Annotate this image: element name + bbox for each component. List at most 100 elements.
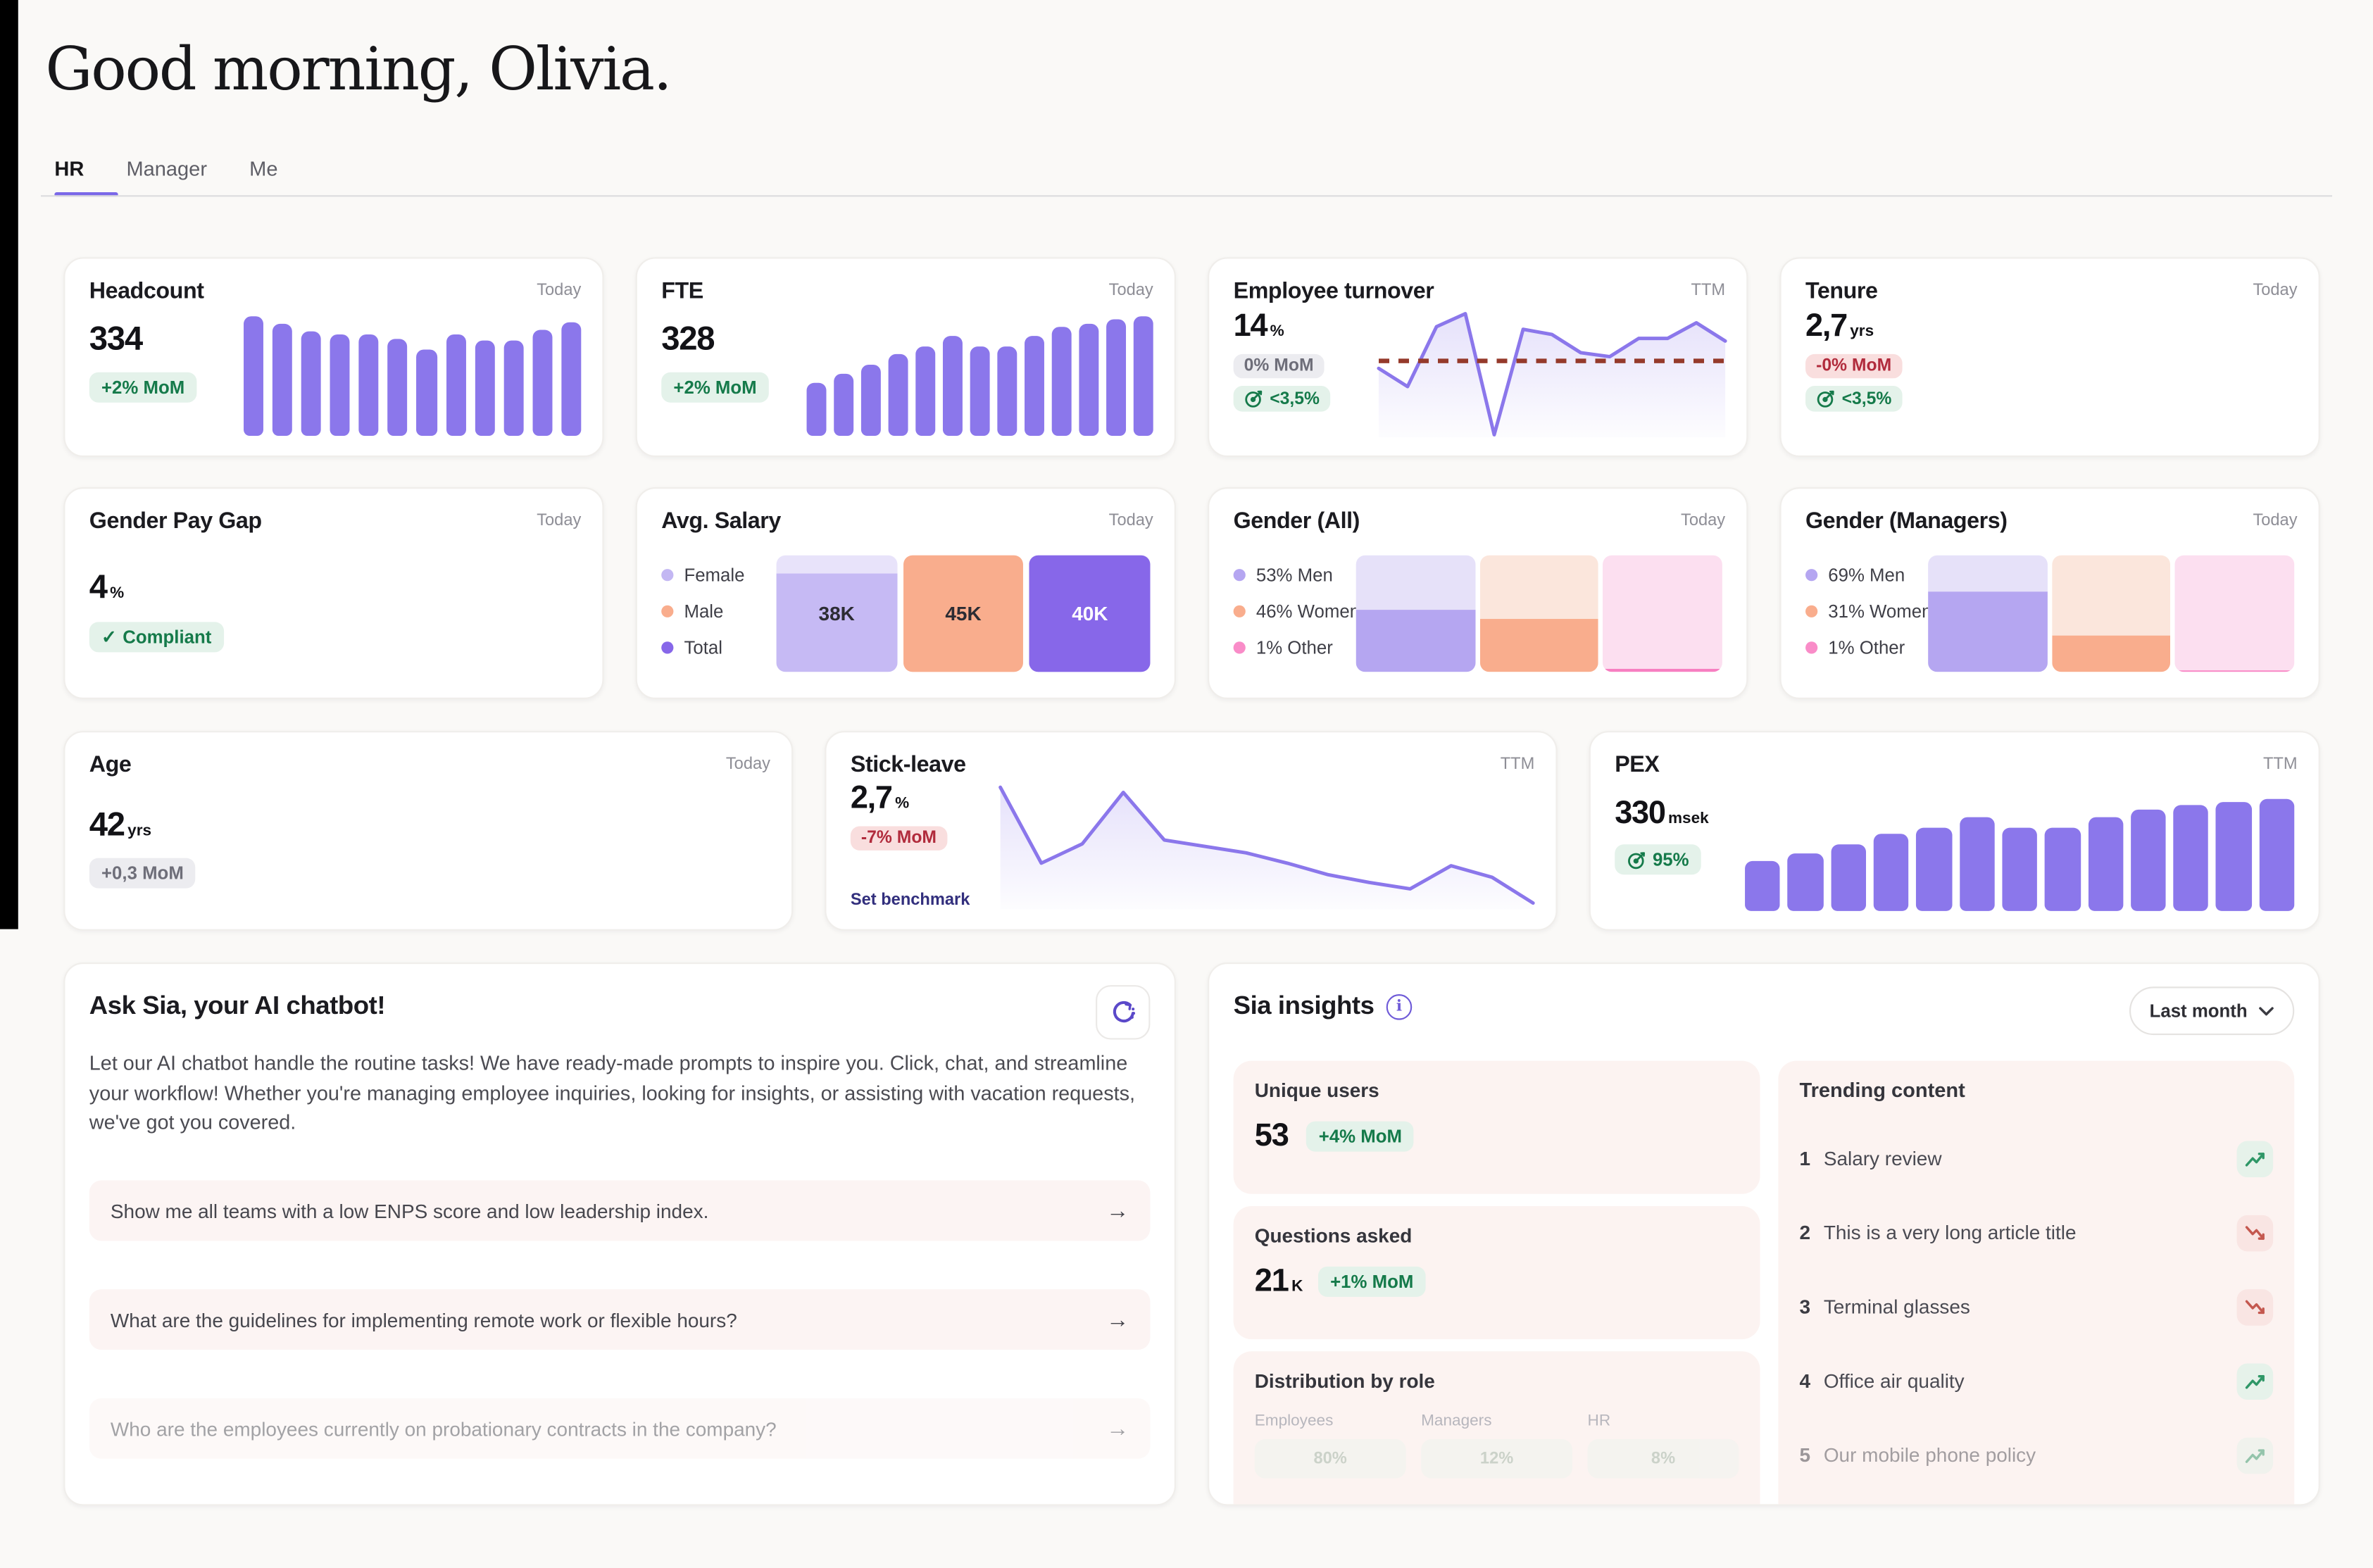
kpi-value: 4%	[89, 567, 125, 606]
legend-label: Total	[684, 636, 722, 658]
trending-item[interactable]: 1 Salary review	[1799, 1122, 2274, 1196]
info-icon[interactable]: i	[1386, 993, 1413, 1020]
bar	[446, 334, 466, 436]
bar	[2087, 817, 2123, 911]
column-label: 38K	[818, 602, 855, 625]
trending-item[interactable]: 4 Office air quality	[1799, 1344, 2274, 1418]
gender-managers-chart	[1928, 555, 2295, 672]
sia-spinner-icon	[1112, 1000, 1134, 1022]
legend-item: 53% Men	[1233, 565, 1360, 586]
legend-label: Male	[684, 601, 724, 622]
column	[1603, 555, 1722, 672]
gender-all-chart	[1355, 555, 1722, 672]
column-fill	[776, 574, 897, 672]
card-period: Today	[2253, 511, 2298, 530]
sia-prompt[interactable]: What are the guidelines for implementing…	[89, 1289, 1151, 1350]
target-badge: <3,5%	[1233, 386, 1331, 412]
bar	[330, 334, 351, 436]
gender-all-card: Gender (All) Today 53% Men 46% Women 1% Oth…	[1208, 487, 1748, 699]
trending-item[interactable]: 3 Terminal glasses	[1799, 1269, 2274, 1343]
bar	[2216, 802, 2252, 911]
legend-dot-icon	[1805, 641, 1818, 654]
column-fill	[1029, 555, 1151, 672]
target-icon	[1817, 390, 1834, 408]
column	[1479, 555, 1599, 672]
bar	[1106, 320, 1127, 436]
bar	[1916, 827, 1952, 911]
trending-label: Our mobile phone policy	[1823, 1443, 2036, 1467]
tab-manager[interactable]: Manager	[126, 157, 208, 180]
card-title: Avg. Salary	[661, 508, 781, 534]
column-fill	[2051, 635, 2171, 672]
bar	[503, 340, 524, 436]
distribution-labels: Employees Managers HR	[1255, 1412, 1739, 1430]
kpi-value: 2,7 yrs	[1805, 308, 1874, 344]
card-period: Today	[537, 281, 582, 300]
legend-dot-icon	[1233, 605, 1246, 617]
legend-item: 46% Women	[1233, 601, 1360, 622]
stat-label: Unique users	[1254, 1079, 1379, 1102]
trending-label: Terminal glasses	[1823, 1295, 1970, 1318]
column: 38K	[776, 555, 897, 672]
sia-prompt[interactable]: Who are the employees currently on proba…	[89, 1398, 1151, 1459]
kpi-value: 42 yrs	[89, 805, 152, 843]
legend-dot-icon	[661, 641, 674, 654]
tab-bar: HR Manager Me	[54, 158, 277, 180]
trending-title: Trending content	[1799, 1079, 1965, 1102]
headcount-bar-chart	[244, 316, 582, 436]
mom-badge: +2% MoM	[661, 372, 769, 403]
bar	[2045, 827, 2081, 911]
gender-managers-card: Gender (Managers) Today 69% Men 31% Women 1…	[1779, 487, 2320, 699]
column: 45K	[903, 555, 1024, 672]
active-tab-underline	[54, 192, 118, 197]
bar	[860, 364, 881, 436]
legend-dot-icon	[661, 569, 674, 582]
card-title: Headcount	[89, 278, 204, 304]
bar	[888, 353, 908, 436]
column-fill	[1603, 669, 1722, 672]
legend-item: 31% Women	[1805, 601, 1931, 622]
target-badge: 95%	[1615, 844, 1701, 875]
avg-salary-chart: 38K 45K 40K	[776, 555, 1151, 672]
mom-badge: 0% MoM	[1233, 353, 1325, 379]
set-benchmark-link[interactable]: Set benchmark	[850, 891, 970, 910]
bar	[2173, 805, 2209, 911]
column	[2051, 555, 2171, 672]
card-period: Today	[725, 755, 770, 774]
trending-item[interactable]: 5 Our mobile phone policy	[1799, 1418, 2274, 1492]
column-fill	[1479, 618, 1599, 672]
bar	[2259, 798, 2295, 911]
trending-rank: 5	[1799, 1443, 1810, 1467]
legend-item: 1% Other	[1233, 636, 1360, 658]
trend-up-chip	[2236, 1362, 2274, 1399]
trending-item[interactable]: 2 This is a very long article title	[1799, 1196, 2274, 1269]
sia-chat-button[interactable]	[1096, 985, 1151, 1040]
column-fill	[1355, 610, 1475, 672]
tab-me[interactable]: Me	[249, 157, 278, 180]
tab-hr[interactable]: HR	[54, 157, 84, 180]
bar	[301, 332, 322, 436]
legend-dot-icon	[1805, 569, 1818, 582]
left-edge-bar	[0, 0, 18, 929]
period-selector[interactable]: Last month	[2129, 986, 2295, 1036]
card-title: Stick-leave	[850, 752, 966, 778]
sia-prompt[interactable]: Show me all teams with a low ENPS score …	[89, 1180, 1151, 1241]
column-fill	[2175, 670, 2295, 672]
card-title: PEX	[1615, 752, 1660, 778]
bar	[1959, 817, 1995, 911]
legend-label: Female	[684, 564, 745, 586]
bar	[388, 339, 408, 436]
tab-bar-divider	[41, 195, 2332, 197]
sia-insights-title: Sia insights	[1233, 991, 1375, 1020]
legend-label: 1% Other	[1256, 636, 1333, 658]
legend-dot-icon	[1233, 641, 1246, 654]
kpi-value: 328	[661, 319, 715, 358]
distribution-role-label: Employees	[1254, 1412, 1334, 1431]
column: 40K	[1029, 555, 1151, 672]
kpi-value: 14%	[1233, 308, 1284, 344]
bar	[970, 346, 990, 436]
avg-salary-legend: Female Male Total	[661, 565, 744, 658]
target-icon	[1245, 390, 1263, 408]
unique-users-stat: Unique users 53 +4% MoM	[1233, 1060, 1760, 1194]
bar	[915, 346, 936, 436]
